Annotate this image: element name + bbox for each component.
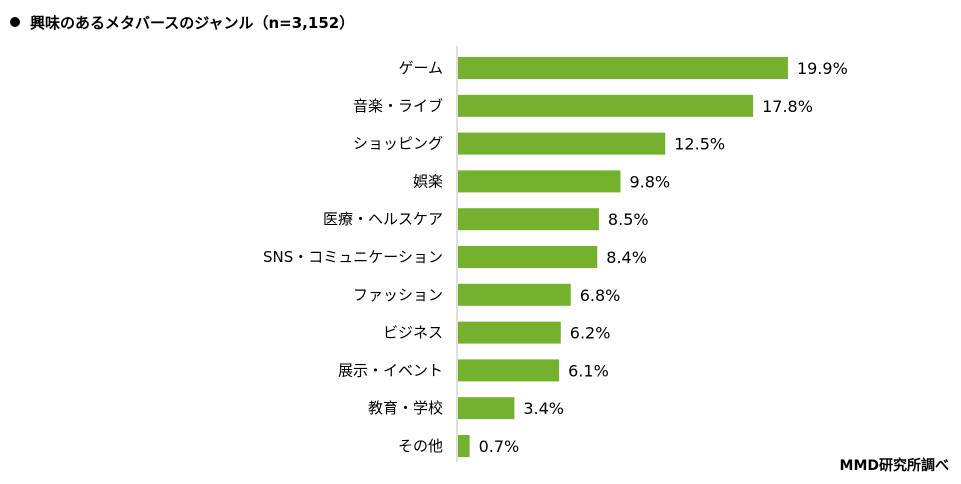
bar — [458, 94, 754, 117]
data-label: 3.4% — [523, 399, 564, 418]
bar — [458, 397, 515, 420]
data-label: 6.1% — [568, 361, 609, 380]
data-label: 19.9% — [797, 59, 848, 78]
bar — [458, 359, 560, 382]
data-label: 12.5% — [674, 135, 725, 154]
data-label: 8.5% — [608, 210, 649, 229]
category-label: ショッピング — [353, 135, 443, 153]
chart-title: 興味のあるメタバースのジャンル（n=3,152） — [10, 12, 354, 33]
bullet-icon — [10, 17, 20, 27]
category-label: ファッション — [353, 286, 443, 304]
category-label: ビジネス — [383, 324, 443, 342]
bar — [458, 321, 561, 344]
data-label: 0.7% — [479, 437, 520, 456]
category-label: 音楽・ライブ — [353, 97, 443, 115]
bar — [458, 208, 599, 231]
bar — [458, 132, 666, 155]
category-label: 医療・ヘルスケア — [323, 210, 443, 228]
source-credit: MMD研究所調べ — [839, 458, 949, 474]
data-label: 6.8% — [580, 286, 621, 305]
category-label: 展示・イベント — [338, 361, 443, 379]
data-label: 6.2% — [570, 324, 611, 343]
bar — [458, 283, 571, 306]
bar — [458, 435, 470, 457]
data-label: 9.8% — [629, 172, 670, 191]
chart-title-text: 興味のあるメタバースのジャンル（n=3,152） — [30, 14, 355, 32]
bar — [458, 170, 621, 193]
data-label: 17.8% — [762, 97, 813, 116]
category-label: その他 — [398, 437, 443, 455]
category-label: SNS・コミュニケーション — [263, 248, 443, 266]
data-label: 8.4% — [606, 248, 647, 267]
category-label: 教育・学校 — [368, 399, 443, 417]
bar — [458, 57, 788, 79]
bar — [458, 246, 598, 268]
category-label: 娯楽 — [413, 172, 443, 190]
category-label: ゲーム — [398, 59, 443, 77]
